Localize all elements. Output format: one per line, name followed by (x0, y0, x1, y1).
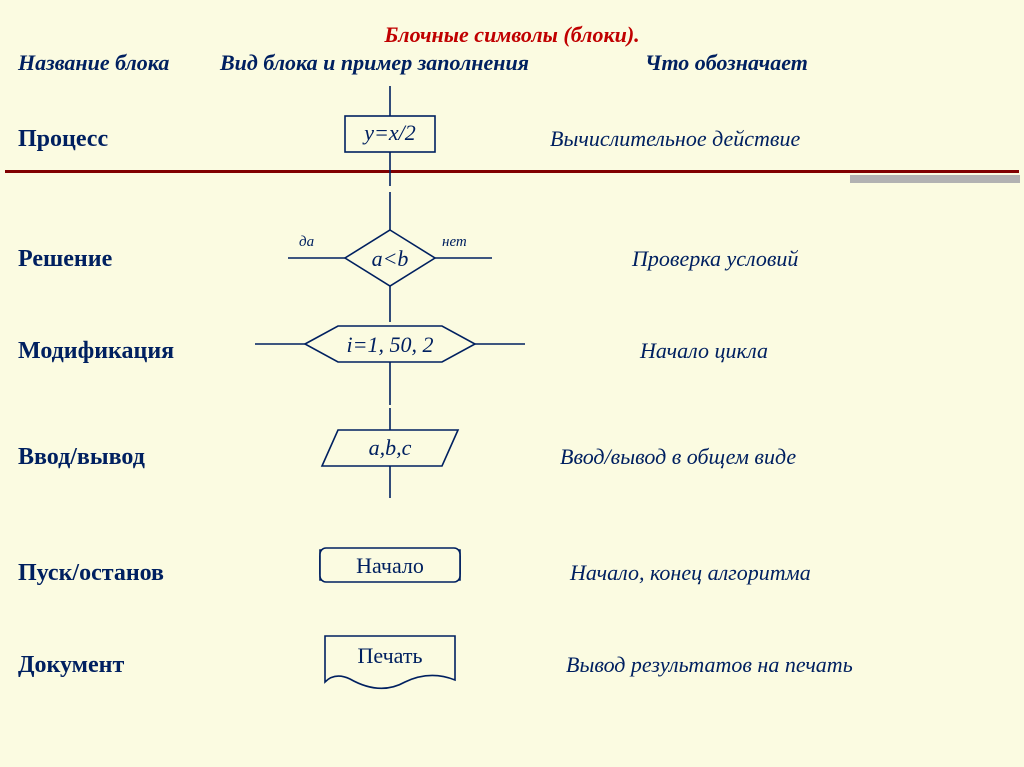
shape-document: Печать (230, 622, 550, 702)
divider-shadow (850, 175, 1020, 183)
row-desc-io: Ввод/вывод в общем виде (560, 444, 796, 470)
modify-shape-svg (230, 320, 550, 410)
decision-no: нет (442, 234, 467, 251)
row-desc-process: Вычислительное действие (550, 126, 800, 152)
page-title: Блочные символы (блоки). (0, 22, 1024, 48)
shape-modify: i=1, 50, 2 (230, 320, 550, 400)
header-name: Название блока (18, 50, 169, 76)
row-label-io: Ввод/вывод (18, 444, 145, 471)
row-label-startstop: Пуск/останов (18, 560, 164, 587)
shape-process: y=x/2 (230, 86, 550, 176)
document-shape-svg (230, 622, 550, 707)
row-desc-document: Вывод результатов на печать (566, 652, 853, 678)
row-label-process: Процесс (18, 126, 108, 153)
row-label-document: Документ (18, 652, 124, 679)
io-shape-svg (230, 408, 550, 498)
process-shape-svg (230, 86, 550, 186)
startstop-shape-svg2 (230, 530, 550, 600)
shape-io: a,b,c (230, 408, 550, 488)
row-desc-decision: Проверка условий (632, 246, 798, 272)
row-desc-startstop: Начало, конец алгоритма (570, 560, 811, 586)
row-desc-modify: Начало цикла (640, 338, 768, 364)
shape-decision: a<b да нет (230, 192, 550, 312)
decision-shape-svg (230, 192, 550, 322)
row-label-decision: Решение (18, 246, 112, 273)
row-label-modify: Модификация (18, 338, 174, 365)
header-desc: Что обозначает (645, 50, 808, 76)
header-view: Вид блока и пример заполнения (220, 50, 529, 76)
shape-startstop: Начало (230, 530, 550, 600)
decision-yes: да (299, 234, 314, 251)
